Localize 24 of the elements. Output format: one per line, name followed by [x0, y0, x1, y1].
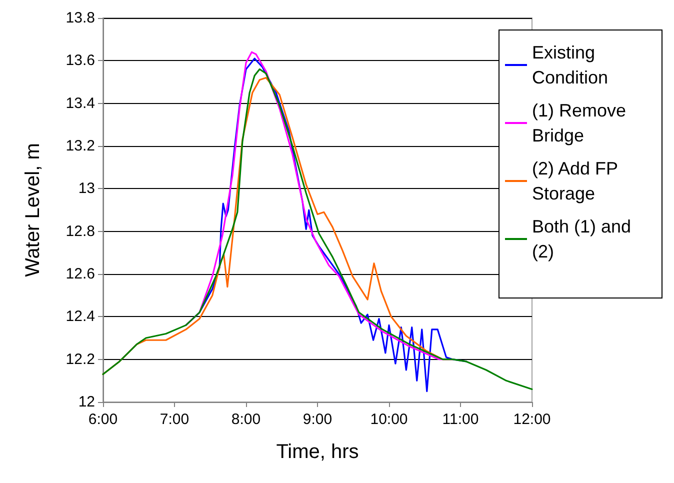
line-series — [102, 68, 533, 390]
y-tick-label: 13.2 — [66, 138, 95, 154]
y-axis-title: Water Level, m — [22, 143, 44, 277]
x-tick-label: 10:00 — [370, 411, 408, 428]
y-tick-label: 13.8 — [66, 10, 95, 26]
x-axis-title: Time, hrs — [276, 441, 359, 463]
y-tick-label: 12.2 — [66, 350, 95, 368]
y-tick-label: 13 — [78, 180, 95, 198]
y-tick-label: 12 — [78, 394, 95, 410]
y-tick-label: 12.4 — [66, 308, 95, 326]
x-tick-label: 6:00 — [88, 411, 118, 428]
y-tick-label: 13.4 — [66, 94, 95, 112]
x-tick-label: 12:00 — [513, 411, 551, 428]
y-tick-label: 12.8 — [66, 222, 95, 240]
legend-label: (2) Add FP Storage — [532, 158, 623, 204]
x-tick-label: 8:00 — [231, 411, 261, 428]
legend-label: (1) Remove Bridge — [532, 100, 632, 146]
x-tick-label: 9:00 — [302, 411, 332, 428]
x-tick-label: 7:00 — [160, 411, 190, 428]
legend-label: Both (1) and (2) — [532, 216, 636, 262]
legend-label: Existing Condition — [532, 42, 608, 88]
x-tick-label: 11:00 — [442, 411, 479, 428]
y-tick-label: 13.6 — [66, 52, 95, 70]
y-tick-label: 12.6 — [66, 266, 95, 282]
